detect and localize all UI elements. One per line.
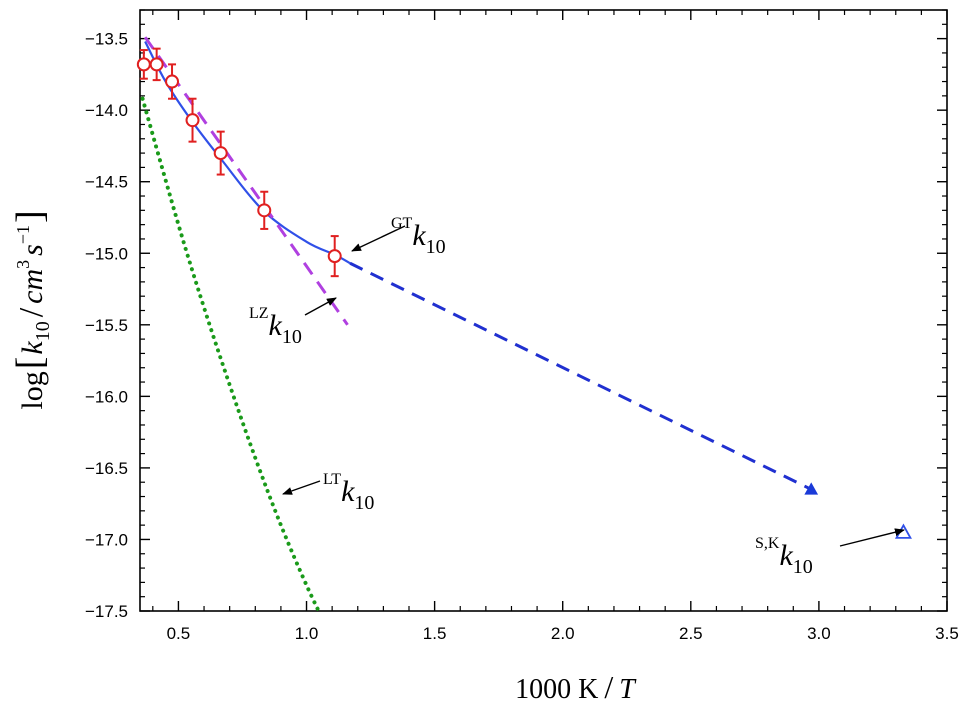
- x-axis-ticks: 0.5 1.0 1.5 2.0 2.5 3.0 3.5: [152, 10, 959, 643]
- x-tick-label: 1.5: [423, 624, 447, 643]
- y-label-base: k: [16, 341, 49, 355]
- data-point: [185, 113, 200, 128]
- filled-triangle-marker: [804, 482, 819, 495]
- y-tick-label: −15.0: [85, 244, 128, 263]
- svg-text:log[k10/cm3s−1]: log[k10/cm3s−1]: [9, 210, 54, 409]
- y-label-unit2: s: [16, 244, 49, 256]
- data-point: [136, 57, 151, 72]
- annotation-gt-sub: 10: [426, 236, 446, 258]
- y-tick-label: −13.5: [85, 30, 128, 49]
- y-label-unit1: cm: [16, 269, 49, 304]
- end-markers: [804, 482, 912, 539]
- annotation-sk-sub: 10: [793, 556, 813, 578]
- arrow-sk: [839, 528, 905, 547]
- series-line: [143, 36, 349, 326]
- data-point: [327, 249, 342, 264]
- x-label-slash: /: [604, 669, 613, 705]
- y-tick-label: −15.5: [85, 316, 128, 335]
- data-point: [257, 203, 272, 218]
- y-axis-label: log[k10/cm3s−1]: [9, 210, 54, 409]
- annotation-lz-sup: LZ: [249, 305, 269, 322]
- x-tick-label: 1.0: [295, 624, 319, 643]
- arrow-lz: [304, 297, 337, 316]
- data-point: [165, 74, 180, 89]
- y-label-base-sub: 10: [32, 321, 54, 341]
- x-tick-label: 2.5: [679, 624, 703, 643]
- annotation-gt-sup: GT: [391, 215, 413, 232]
- x-label-var: T: [619, 674, 637, 705]
- series-line: [349, 261, 812, 491]
- y-label-slash: /: [13, 307, 50, 317]
- annotation-lt-base: k: [341, 475, 355, 508]
- y-label-unit2-sup: −1: [13, 225, 33, 244]
- annotation-lt-sup: LT: [323, 471, 341, 488]
- annotation-lz: LZk10: [249, 297, 337, 348]
- annotation-gt: GTk10: [351, 215, 446, 258]
- arrow-gt: [351, 225, 406, 252]
- annotation-lt-sub: 10: [354, 492, 374, 514]
- series-lines: [140, 36, 812, 611]
- svg-text:S,Kk10: S,Kk10: [755, 535, 813, 578]
- annotation-lz-sub: 10: [282, 326, 302, 348]
- annotation-gt-base: k: [412, 219, 426, 252]
- x-label-prefix: 1000 K: [515, 674, 598, 705]
- data-point: [213, 146, 228, 161]
- arrow-lt: [282, 480, 321, 495]
- data-point: [149, 57, 164, 72]
- annotation-lz-base: k: [269, 309, 283, 342]
- y-tick-label: −17.5: [85, 602, 128, 621]
- experimental-points: [136, 47, 342, 278]
- y-tick-label: −16.5: [85, 459, 128, 478]
- x-tick-label: 3.0: [807, 624, 831, 643]
- y-label-fn: log: [16, 371, 49, 409]
- x-tick-label: 2.0: [551, 624, 575, 643]
- series-line: [144, 40, 351, 265]
- y-tick-label: −17.0: [85, 530, 128, 549]
- y-tick-label: −16.0: [85, 387, 128, 406]
- y-tick-label: −14.5: [85, 173, 128, 192]
- x-tick-label: 0.5: [167, 624, 191, 643]
- annotation-sk: S,Kk10: [755, 528, 905, 578]
- svg-text:LTk10: LTk10: [323, 471, 374, 514]
- series-line: [140, 96, 321, 611]
- annotation-sk-sup: S,K: [755, 535, 780, 552]
- y-tick-label: −14.0: [85, 101, 128, 120]
- annotation-lt: LTk10: [282, 471, 374, 514]
- y-axis-ticks: −13.5 −14.0 −14.5 −15.0 −15.5 −16.0 −16.5 −17.0…: [85, 9, 947, 621]
- svg-text:LZk10: LZk10: [249, 305, 302, 348]
- x-tick-label: 3.5: [935, 624, 959, 643]
- annotation-sk-base: k: [779, 539, 793, 572]
- y-label-unit1-sup: 3: [13, 260, 33, 269]
- svg-text:GTk10: GTk10: [391, 215, 446, 258]
- x-axis-label: 1000 K / T: [515, 669, 637, 705]
